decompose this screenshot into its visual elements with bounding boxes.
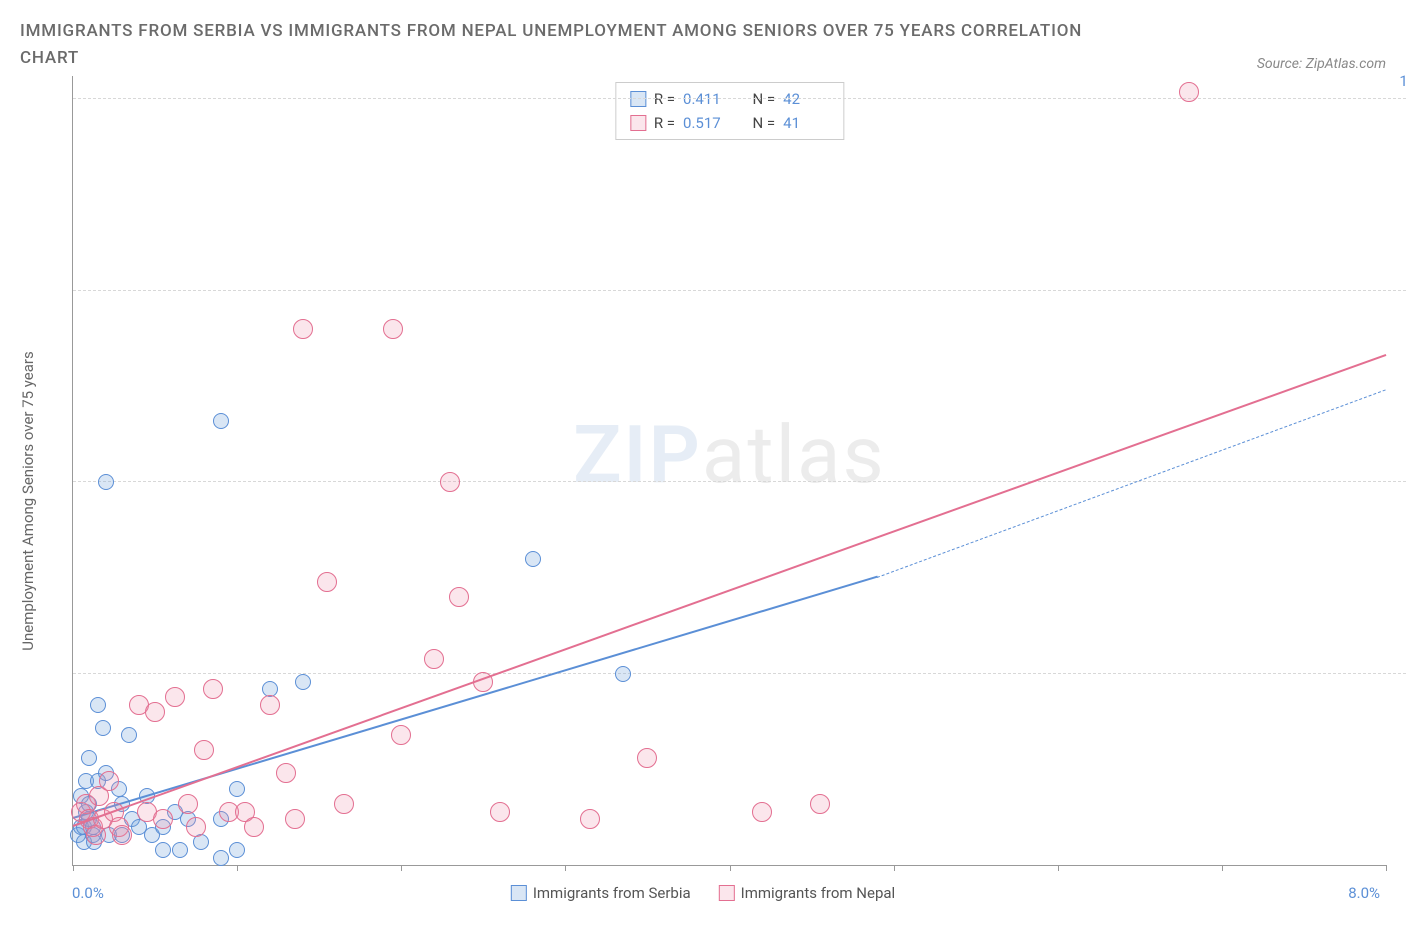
chart-container: Unemployment Among Seniors over 75 years…	[20, 76, 1386, 908]
data-point-nepal	[244, 817, 264, 837]
data-point-nepal	[449, 587, 469, 607]
stats-row-nepal: R = 0.517 N = 41	[630, 111, 829, 135]
data-point-serbia	[95, 720, 111, 736]
data-point-nepal	[637, 748, 657, 768]
swatch-serbia	[511, 885, 527, 901]
data-point-serbia	[295, 674, 311, 690]
gridline	[73, 673, 1406, 674]
data-point-serbia	[155, 842, 171, 858]
legend-item-nepal: Immigrants from Nepal	[719, 884, 896, 902]
x-axis-max-label: 8.0%	[1348, 884, 1380, 902]
data-point-serbia	[213, 850, 229, 866]
data-point-serbia	[229, 842, 245, 858]
watermark: ZIPatlas	[573, 408, 886, 502]
gridline	[73, 98, 1406, 99]
x-tick	[1058, 865, 1059, 871]
stats-row-serbia: R = 0.411 N = 42	[630, 87, 829, 111]
data-point-nepal	[178, 794, 198, 814]
data-point-nepal	[580, 809, 600, 829]
data-point-nepal	[317, 572, 337, 592]
swatch-nepal	[719, 885, 735, 901]
gridline	[73, 290, 1406, 291]
data-point-nepal	[276, 763, 296, 783]
x-axis-min-label: 0.0%	[72, 884, 104, 902]
data-point-serbia	[98, 474, 114, 490]
legend-item-serbia: Immigrants from Serbia	[511, 884, 691, 902]
data-point-serbia	[121, 727, 137, 743]
x-tick	[237, 865, 238, 871]
x-tick	[730, 865, 731, 871]
x-tick	[1222, 865, 1223, 871]
data-point-nepal	[260, 695, 280, 715]
x-tick	[1386, 865, 1387, 871]
swatch-nepal	[630, 115, 646, 131]
data-point-serbia	[615, 666, 631, 682]
x-tick	[73, 865, 74, 871]
data-point-serbia	[229, 781, 245, 797]
x-tick	[565, 865, 566, 871]
series-legend: Immigrants from Serbia Immigrants from Ne…	[511, 884, 895, 902]
data-point-nepal	[391, 725, 411, 745]
data-point-nepal	[112, 825, 132, 845]
data-point-nepal	[186, 817, 206, 837]
data-point-nepal	[145, 702, 165, 722]
data-point-nepal	[424, 649, 444, 669]
data-point-nepal	[752, 802, 772, 822]
data-point-serbia	[90, 697, 106, 713]
swatch-serbia	[630, 91, 646, 107]
source-credit: Source: ZipAtlas.com	[1257, 56, 1386, 72]
data-point-serbia	[81, 750, 97, 766]
data-point-nepal	[490, 802, 510, 822]
plot-area: ZIPatlas R = 0.411 N = 42R = 0.517 N = 4…	[72, 76, 1386, 866]
x-tick	[401, 865, 402, 871]
data-point-serbia	[525, 551, 541, 567]
data-point-serbia	[172, 842, 188, 858]
data-point-nepal	[383, 319, 403, 339]
data-point-nepal	[440, 472, 460, 492]
data-point-nepal	[285, 809, 305, 829]
data-point-nepal	[153, 809, 173, 829]
trend-line	[73, 354, 1387, 827]
data-point-nepal	[293, 319, 313, 339]
stats-legend-box: R = 0.411 N = 42R = 0.517 N = 41	[615, 82, 844, 140]
data-point-nepal	[165, 687, 185, 707]
data-point-nepal	[334, 794, 354, 814]
trend-line	[877, 389, 1386, 578]
data-point-nepal	[1179, 82, 1199, 102]
y-axis-label: Unemployment Among Seniors over 75 years	[19, 352, 37, 651]
gridline	[73, 481, 1406, 482]
y-tick-label: 100.0%	[1399, 72, 1406, 90]
data-point-nepal	[194, 740, 214, 760]
data-point-nepal	[99, 771, 119, 791]
chart-title: IMMIGRANTS FROM SERBIA VS IMMIGRANTS FRO…	[20, 18, 1120, 72]
data-point-serbia	[213, 413, 229, 429]
data-point-nepal	[203, 679, 223, 699]
x-tick	[894, 865, 895, 871]
data-point-nepal	[810, 794, 830, 814]
